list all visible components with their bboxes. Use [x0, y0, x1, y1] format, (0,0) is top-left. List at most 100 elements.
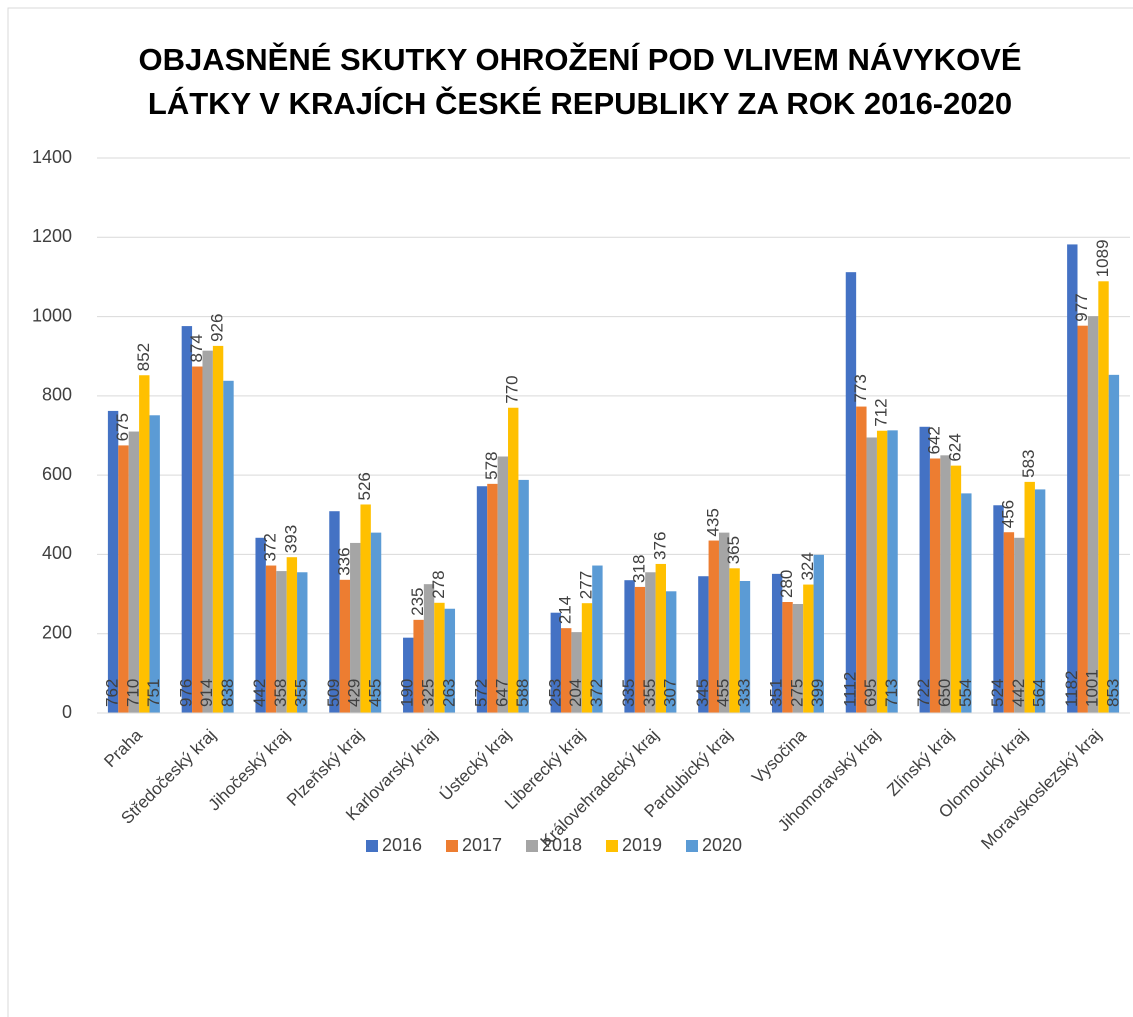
bar	[329, 511, 340, 713]
legend-swatch	[686, 840, 698, 852]
data-label: 204	[566, 679, 585, 707]
data-label: 442	[1009, 679, 1028, 707]
data-label: 455	[714, 679, 733, 707]
y-tick-label: 600	[42, 464, 72, 484]
bar	[550, 612, 562, 713]
data-label: 456	[998, 500, 1017, 528]
bar	[1108, 374, 1120, 713]
bar	[360, 504, 371, 713]
data-label: 977	[1072, 293, 1091, 321]
bar	[993, 505, 1004, 713]
data-label: 914	[197, 679, 216, 707]
bar	[782, 602, 793, 713]
bar	[202, 350, 213, 713]
chart-title: LÁTKY V KRAJÍCH ČESKÉ REPUBLIKY ZA ROK 2…	[148, 85, 1012, 121]
bar	[655, 563, 666, 713]
data-label: 1089	[1093, 239, 1112, 277]
data-label: 976	[176, 679, 195, 707]
data-label: 1001	[1083, 669, 1102, 707]
bar	[866, 437, 877, 713]
y-tick-label: 1200	[32, 226, 72, 246]
y-tick-label: 0	[62, 702, 72, 722]
data-label: 526	[355, 472, 374, 500]
bar	[961, 493, 972, 713]
bar	[476, 486, 488, 713]
bar	[497, 456, 509, 713]
data-label: 345	[693, 679, 712, 707]
legend-label: 2020	[702, 835, 742, 855]
y-tick-label: 1400	[32, 147, 72, 167]
bar	[887, 430, 898, 713]
data-label: 214	[556, 596, 575, 624]
bar	[276, 571, 287, 713]
bar	[350, 542, 361, 713]
bar	[423, 584, 435, 713]
bar	[192, 366, 203, 713]
data-label: 455	[366, 679, 385, 707]
bar	[518, 479, 529, 713]
bar	[645, 572, 656, 713]
bar	[181, 326, 193, 713]
data-label: 874	[187, 334, 206, 362]
data-label: 318	[629, 555, 648, 583]
data-label: 280	[777, 570, 796, 598]
y-tick-label: 400	[42, 543, 72, 563]
bar	[803, 584, 814, 713]
data-label: 376	[650, 532, 669, 560]
data-label: 554	[956, 679, 975, 707]
data-label: 762	[103, 679, 122, 707]
bar	[919, 426, 930, 713]
bar	[128, 431, 140, 713]
bar	[339, 579, 351, 713]
data-label: 926	[208, 314, 227, 342]
bar	[370, 532, 382, 713]
bar	[434, 602, 445, 713]
data-label: 1182	[1062, 670, 1081, 707]
data-label: 442	[250, 679, 269, 707]
data-label: 650	[935, 679, 954, 707]
bar	[845, 272, 857, 713]
bar	[508, 407, 519, 713]
y-tick-label: 1000	[32, 305, 72, 325]
bar	[1087, 316, 1099, 713]
legend-label: 2017	[462, 835, 502, 855]
data-label: 275	[787, 679, 806, 707]
data-label: 642	[925, 426, 944, 454]
data-label: 235	[408, 587, 427, 615]
bar	[624, 580, 635, 713]
bar	[813, 554, 824, 713]
data-label: 572	[472, 679, 491, 707]
legend-label: 2016	[382, 835, 422, 855]
bar	[297, 572, 308, 713]
data-label: 351	[767, 679, 786, 707]
data-label: 325	[419, 679, 438, 707]
bar	[940, 455, 951, 713]
bar	[265, 565, 277, 713]
bar	[403, 637, 414, 713]
data-label: 583	[1019, 450, 1038, 478]
bar	[118, 445, 129, 713]
data-label: 624	[945, 433, 964, 461]
legend-label: 2019	[622, 835, 662, 855]
y-tick-label: 800	[42, 385, 72, 405]
bar	[487, 483, 498, 713]
data-label: 190	[398, 679, 417, 707]
legend-swatch	[446, 840, 458, 852]
data-label: 263	[439, 679, 458, 707]
data-label: 564	[1030, 679, 1049, 707]
data-label: 852	[134, 343, 153, 371]
bar	[444, 608, 456, 713]
bar	[139, 375, 150, 713]
data-label: 336	[334, 547, 353, 575]
bar	[1014, 537, 1025, 713]
bar	[771, 573, 783, 713]
data-label: 675	[113, 413, 132, 441]
bar	[739, 580, 751, 713]
data-label: 355	[292, 679, 311, 707]
bar	[1034, 489, 1046, 713]
legend-swatch	[526, 840, 538, 852]
bar	[729, 568, 740, 713]
bar	[698, 576, 709, 713]
bar	[665, 591, 677, 713]
bar	[708, 540, 719, 713]
